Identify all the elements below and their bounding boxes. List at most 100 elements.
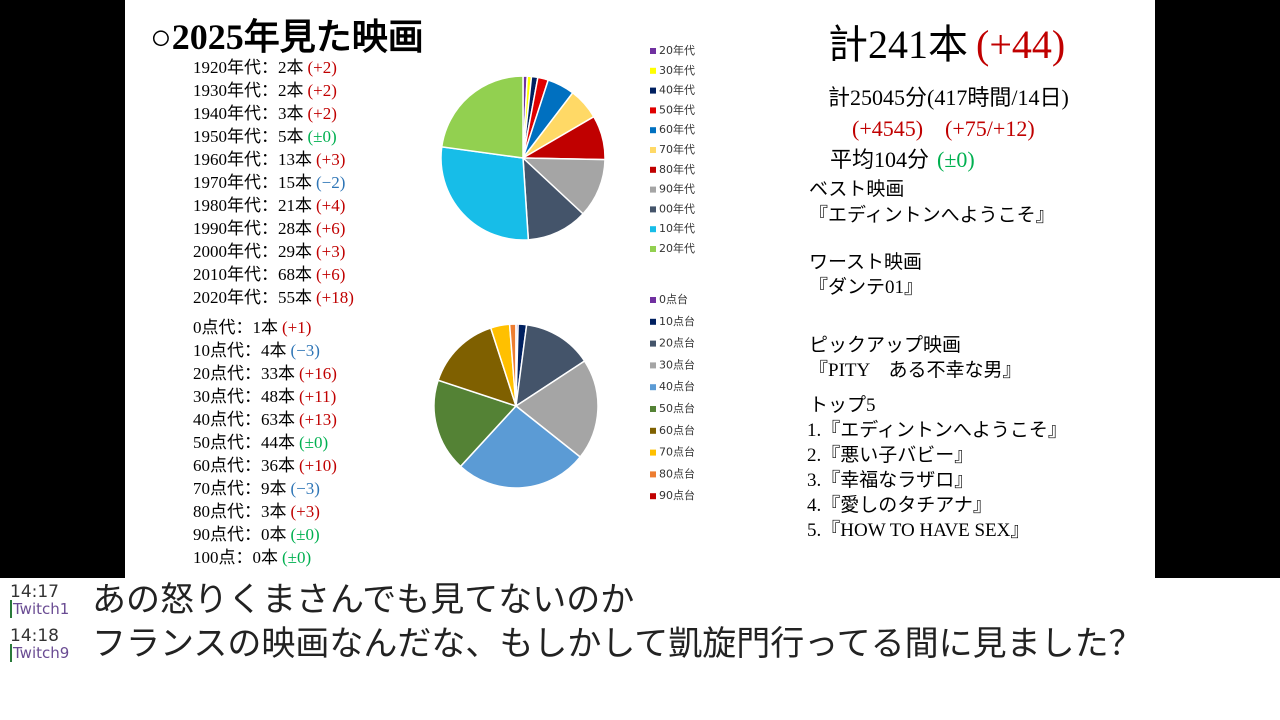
- pie-slice: [514, 360, 599, 459]
- stat-diff: (±0): [290, 525, 320, 544]
- average-value: 平均104分: [830, 147, 930, 172]
- worst-label: ワースト映画: [809, 252, 923, 273]
- top5-item: 1.『エディントンへようこそ』: [807, 420, 1067, 441]
- stat-line: 10点代：4本 (−3): [193, 340, 320, 362]
- legend-label: 90年代: [659, 182, 695, 196]
- stat-line: 1920年代：2本 (+2): [193, 57, 337, 79]
- legend-swatch: [650, 166, 656, 173]
- legend-label: 90点台: [659, 488, 695, 502]
- stat-text: 0点代：1本: [193, 318, 278, 337]
- legend-swatch: [650, 147, 656, 153]
- legend-label: 10年代: [659, 221, 695, 235]
- stat-diff: (−2): [316, 173, 346, 192]
- top5-item: 3.『幸福なラザロ』: [807, 470, 974, 491]
- legend-label: 00年代: [659, 201, 695, 215]
- total-diff: (+44): [976, 22, 1066, 67]
- legend-swatch: [650, 206, 656, 213]
- stat-text: 2000年代：29本: [193, 242, 312, 261]
- pickup-label: ピックアップ映画: [809, 335, 962, 356]
- stat-diff: (+4): [316, 196, 346, 215]
- average: 平均104分 (±0): [830, 142, 975, 174]
- stat-line: 1980年代：21本 (+4): [193, 195, 345, 217]
- legend-swatch: [650, 226, 656, 233]
- stat-line: 30点代：48本 (+11): [193, 386, 336, 408]
- stat-line: 1930年代：2本 (+2): [193, 80, 337, 102]
- stat-text: 1980年代：21本: [193, 196, 312, 215]
- minutes: 計25045分(417時間/14日): [828, 85, 1069, 110]
- stat-text: 10点代：4本: [193, 341, 287, 360]
- pie-slice: [515, 323, 586, 408]
- stat-diff: (+11): [299, 387, 337, 406]
- stat-text: 50点代：44本: [193, 433, 295, 452]
- legend-label: 40点台: [659, 379, 695, 393]
- legend-label: 70点台: [659, 445, 695, 459]
- stat-line: 1940年代：3本 (+2): [193, 103, 337, 125]
- legend-swatch: [650, 87, 656, 94]
- stat-text: 2010年代：68本: [193, 265, 312, 284]
- pie-slice: [459, 404, 582, 489]
- legend-label: 70年代: [659, 142, 695, 156]
- stat-diff: (+13): [299, 410, 337, 429]
- stat-diff: (+3): [316, 242, 346, 261]
- stat-text: 1960年代：13本: [193, 150, 312, 169]
- worst: 『ダンテ01』: [809, 277, 924, 298]
- stat-line: 2000年代：29本 (+3): [193, 241, 345, 263]
- pie-charts: 20年代 30年代 40年代 50年代 60年代 70年代 80年代 90年代 00年代 10年代…: [433, 43, 695, 502]
- stat-text: 1930年代：2本: [193, 81, 304, 100]
- chat-message: フランスの映画なんだな、もしかして凱旋門行ってる間に見ました？: [92, 624, 1143, 664]
- stat-diff: (+6): [316, 265, 346, 284]
- legend-label: 10点台: [659, 314, 695, 328]
- legend-label: 80点台: [659, 466, 695, 480]
- stat-line: 1970年代：15本 (−2): [193, 172, 345, 194]
- legend-swatch: [650, 362, 656, 369]
- chat-message: あの怒りくまさんでも見てないのか: [92, 580, 635, 620]
- stat-line: 1960年代：13本 (+3): [193, 149, 345, 171]
- stat-text: 70点代：9本: [193, 479, 287, 498]
- stat-line: 60点代：36本 (+10): [193, 455, 337, 477]
- stat-diff: (±0): [307, 127, 337, 146]
- legend-label: 20点台: [659, 336, 695, 350]
- slide-title: ○2025年見た映画: [150, 17, 424, 57]
- legend-swatch: [650, 67, 656, 74]
- legend-label: 40年代: [659, 83, 695, 97]
- stat-diff: (+1): [282, 318, 312, 337]
- stat-diff: (+18): [316, 288, 354, 307]
- slide: ○2025年見た映画 1920年代：2本 (+2) 1930年代：2本 (+2) 194…: [125, 0, 1155, 578]
- stat-line: 1990年代：28本 (+6): [193, 218, 345, 240]
- stat-diff: (−3): [290, 341, 320, 360]
- stat-text: 1920年代：2本: [193, 58, 304, 77]
- best: 『エディントンへようこそ』: [809, 205, 1055, 226]
- legend-swatch: [650, 297, 656, 303]
- stat-line: 80点代：3本 (+3): [193, 501, 320, 523]
- stat-line: 50点代：44本 (±0): [193, 432, 328, 454]
- average-diff: (±0): [937, 147, 975, 172]
- legend-swatch: [650, 427, 656, 434]
- legend-label: 50点台: [659, 401, 695, 415]
- stat-diff: (+2): [307, 104, 337, 123]
- legend-swatch: [650, 449, 656, 456]
- top5-item: 2.『悪い子バビー』: [807, 445, 974, 466]
- legend-label: 20年代: [659, 241, 695, 255]
- stat-diff: (+6): [316, 219, 346, 238]
- stat-diff: (+3): [290, 502, 320, 521]
- stat-text: 2020年代：55本: [193, 288, 312, 307]
- legend-swatch: [650, 48, 656, 54]
- stat-line: 20点代：33本 (+16): [193, 363, 337, 385]
- stat-line: 40点代：63本 (+13): [193, 409, 337, 431]
- stat-diff: (+3): [316, 150, 346, 169]
- stat-line: 1950年代：5本 (±0): [193, 126, 337, 148]
- stat-text: 1950年代：5本: [193, 127, 304, 146]
- legend-label: 80年代: [659, 162, 695, 176]
- minutes-diff: (+4545) (+75/+12): [852, 116, 1035, 141]
- stat-line: 90点代：0本 (±0): [193, 524, 320, 546]
- legend-label: 20年代: [659, 43, 695, 57]
- legend-swatch: [650, 340, 656, 347]
- chat-user: Twitch1: [10, 600, 69, 618]
- stat-diff: (−3): [290, 479, 320, 498]
- chat: 14:17 Twitch1 あの怒りくまさんでも見てないのか 14:18 Twitch9…: [0, 578, 1280, 720]
- stat-text: 80点代：3本: [193, 502, 287, 521]
- stat-diff: (+10): [299, 456, 337, 475]
- legend-swatch: [650, 406, 656, 412]
- stat-text: 30点代：48本: [193, 387, 295, 406]
- pickup: 『PITY ある不幸な男』: [809, 360, 1022, 381]
